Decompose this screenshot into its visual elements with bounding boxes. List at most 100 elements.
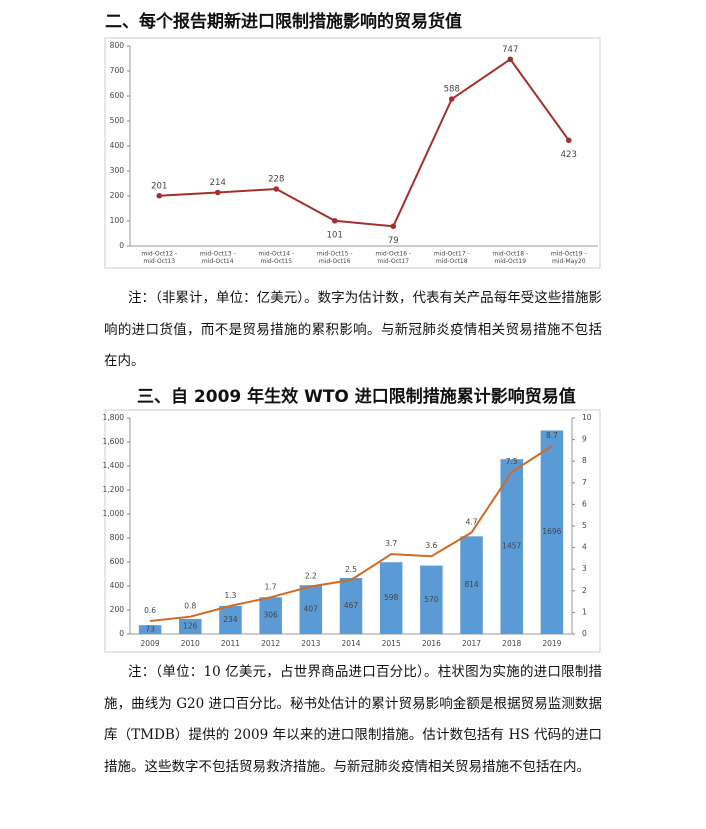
data-point xyxy=(331,217,338,224)
data-point xyxy=(507,56,514,63)
bar-label: 234 xyxy=(223,615,238,624)
line-label: 3.6 xyxy=(425,541,437,550)
y-tick-label: 1 xyxy=(582,607,587,616)
line-label: 4.7 xyxy=(466,517,478,526)
bar xyxy=(379,562,403,634)
bar xyxy=(219,605,242,634)
data-label: 228 xyxy=(268,175,284,185)
section-heading: 二、每个报告期新进口限制措施影响的贸易货值 xyxy=(105,11,462,32)
x-tick-label: mid-Oct18 xyxy=(436,258,468,265)
x-tick-label: mid-Oct18 - xyxy=(492,251,528,258)
line-label: 3.7 xyxy=(385,539,397,548)
chart-frame xyxy=(104,409,601,653)
data-line xyxy=(159,57,570,228)
data-label: 79 xyxy=(388,236,399,246)
x-tick-label: mid-Oct14 xyxy=(202,258,234,265)
x-tick-label: 2018 xyxy=(502,639,521,648)
x-tick-label: mid-Oct14 - xyxy=(258,251,294,258)
bar xyxy=(500,459,523,634)
y-tick-label: 800 xyxy=(110,533,125,542)
x-tick-label: mid-Oct16 xyxy=(319,258,351,265)
x-tick-label: 2017 xyxy=(462,639,481,648)
data-point xyxy=(390,223,397,230)
x-tick-label: mid-Oct17 xyxy=(377,258,409,265)
y-tick-label: 3 xyxy=(582,564,587,573)
x-tick-label: mid-Oct12 - xyxy=(141,251,177,258)
line-label: 8.7 xyxy=(546,431,558,440)
bar-label: 467 xyxy=(344,601,359,610)
data-point xyxy=(156,192,163,199)
y-tick-label: 100 xyxy=(110,216,125,225)
section-heading: 三、自 2009 年生效 WTO 进口限制措施累计影响贸易值 xyxy=(137,386,576,407)
x-tick-label: 2009 xyxy=(141,639,160,648)
line-label: 0.8 xyxy=(184,602,196,611)
x-tick-label: mid-Oct15 - xyxy=(317,251,353,258)
x-tick-label: mid-Oct17 - xyxy=(434,251,470,258)
y-tick-label: 6 xyxy=(582,499,587,508)
bar xyxy=(339,577,363,634)
chart-frame xyxy=(104,37,601,269)
x-tick-label: mid-Oct19 - xyxy=(551,251,587,258)
x-tick-label: mid-Oct15 xyxy=(260,258,292,265)
y-tick-label: 1,000 xyxy=(103,509,125,518)
x-tick-label: 2014 xyxy=(341,639,360,648)
y-tick-label: 600 xyxy=(110,91,125,100)
bar-label: 1457 xyxy=(502,542,521,551)
note: 注：（单位：10 亿美元，占世界商品进口百分比）。柱状图为实施的进口限制措施，曲… xyxy=(104,664,602,775)
y-tick-label: 400 xyxy=(110,141,125,150)
data-label: 588 xyxy=(444,85,460,95)
x-tick-label: 2012 xyxy=(261,639,280,648)
data-label: 423 xyxy=(561,150,577,160)
bar xyxy=(299,585,323,634)
data-point xyxy=(214,189,221,196)
x-tick-label: 2013 xyxy=(301,639,320,648)
x-tick-label: 2016 xyxy=(422,639,441,648)
line-label: 2.5 xyxy=(345,565,357,574)
data-line xyxy=(149,445,553,622)
bar xyxy=(259,597,282,634)
line-label: 1.7 xyxy=(265,582,277,591)
y-tick-label: 500 xyxy=(110,116,125,125)
y-tick-label: 400 xyxy=(110,581,125,590)
x-tick-label: 2019 xyxy=(542,639,561,648)
y-tick-label: 300 xyxy=(110,166,125,175)
y-tick-label: 5 xyxy=(582,521,587,530)
y-tick-label: 0 xyxy=(119,629,124,638)
y-tick-label: 7 xyxy=(582,478,587,487)
bar xyxy=(179,618,202,634)
y-tick-label: 200 xyxy=(110,605,125,614)
x-tick-label: mid-Oct13 - xyxy=(200,251,236,258)
data-label: 214 xyxy=(210,178,226,188)
y-tick-label: 700 xyxy=(110,66,125,75)
x-tick-label: mid-Oct13 xyxy=(143,258,175,265)
y-tick-label: 10 xyxy=(582,413,592,422)
bar-label: 126 xyxy=(183,621,198,630)
data-point xyxy=(448,96,455,102)
y-tick-label: 0 xyxy=(582,629,587,638)
y-tick-label: 8 xyxy=(582,456,587,465)
bar-label: 1696 xyxy=(542,527,561,536)
bar-label: 306 xyxy=(263,611,278,620)
data-point xyxy=(565,137,572,144)
y-tick-label: 2 xyxy=(582,586,587,595)
x-tick-label: 2011 xyxy=(221,639,240,648)
bar-label: 73 xyxy=(145,625,155,634)
bar-label: 570 xyxy=(424,595,439,604)
x-tick-label: 2015 xyxy=(382,639,401,648)
y-tick-label: 0 xyxy=(119,241,124,250)
y-tick-label: 200 xyxy=(110,191,125,200)
data-point xyxy=(273,186,280,192)
x-tick-label: mid-Oct19 xyxy=(494,258,526,265)
y-tick-label: 600 xyxy=(110,557,125,566)
y-tick-label: 1,400 xyxy=(103,461,125,470)
bar xyxy=(540,430,564,634)
line-label: 0.6 xyxy=(144,606,156,615)
y-tick-label: 800 xyxy=(110,41,125,50)
x-tick-label: mid-May20 xyxy=(552,258,586,265)
data-label: 747 xyxy=(502,45,518,55)
y-tick-label: 1,800 xyxy=(103,413,125,422)
data-label: 201 xyxy=(151,181,167,191)
y-tick-label: 1,600 xyxy=(103,437,125,446)
